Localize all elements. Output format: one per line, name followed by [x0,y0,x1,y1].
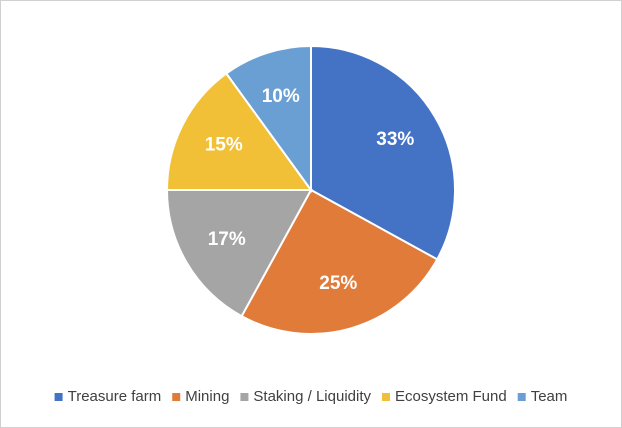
data-label: 15% [205,135,243,156]
pie-slice [165,189,313,318]
pie-slice [224,44,312,194]
pie-slice [165,72,313,191]
legend-label: Ecosystem Fund [395,388,507,405]
legend-label: Treasure farm [68,388,162,405]
legend-swatch [382,393,390,401]
data-label: 33% [376,129,414,150]
legend-label: Mining [185,388,229,405]
data-label: 17% [208,229,246,250]
legend-swatch [172,393,181,401]
pie-slice [240,188,439,335]
legend-label: Staking / Liquidity [253,388,371,405]
data-label: 10% [262,86,300,107]
pie-slice [310,44,456,261]
legend-swatch [517,393,526,401]
legend: Treasure farm Mining Staking / Liquidity Ec… [54,388,568,405]
legend-swatch [240,393,249,401]
legend-swatch [54,393,63,401]
legend-label: Team [531,388,568,405]
pie: 33% 25% 17% 15% 10% [165,44,456,335]
data-label: 25% [319,273,357,294]
